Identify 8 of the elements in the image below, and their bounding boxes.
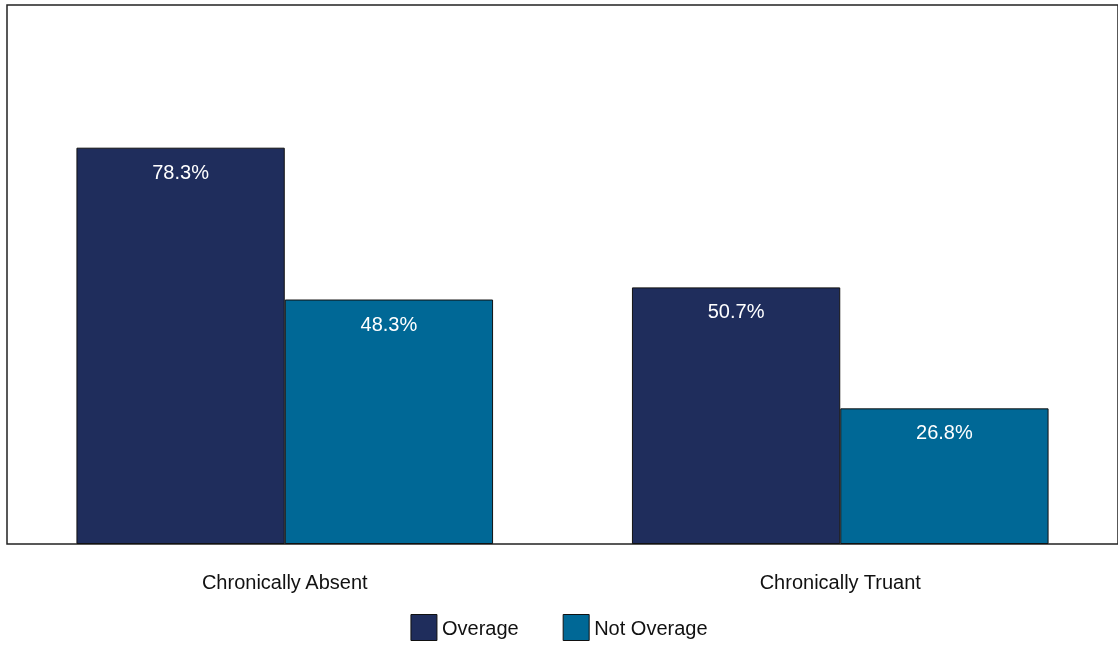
data-label: 26.8% xyxy=(916,421,973,444)
data-label: 78.3% xyxy=(152,160,210,183)
data-label: 50.7% xyxy=(707,300,765,323)
x-tick-label: Chronically Truant xyxy=(759,571,922,593)
data-label: 48.3% xyxy=(360,312,418,335)
legend-label: Overage xyxy=(441,616,519,639)
x-tick-label: Chronically Absent xyxy=(201,571,369,593)
legend-label: Not Overage xyxy=(594,616,708,639)
